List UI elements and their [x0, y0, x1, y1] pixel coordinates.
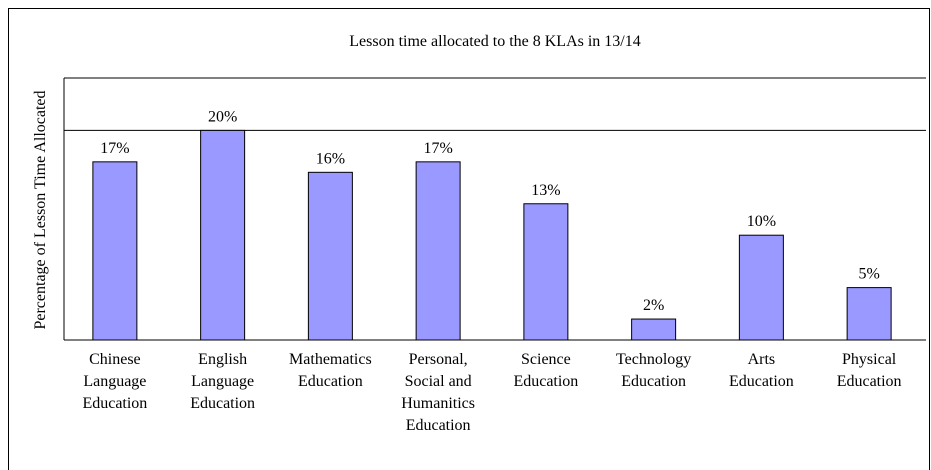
x-tick-label-line: Education: [190, 395, 255, 412]
x-tick-label-line: Education: [729, 373, 794, 390]
x-tick-label: English Language Education: [190, 351, 255, 412]
bar: [738, 234, 784, 341]
y-axis-label: Percentage of Lesson Time Allocated: [32, 90, 49, 329]
x-tick-label-line: Education: [513, 373, 578, 390]
bar: [846, 287, 892, 341]
x-tick-label: Technology Education: [616, 351, 691, 390]
x-tick-label-line: Education: [406, 417, 471, 434]
x-tick-label: Mathematics Education: [289, 351, 372, 390]
value-label: 17%: [100, 140, 129, 157]
x-tick-label: Physical Education: [837, 351, 902, 390]
x-tick-label-line: Language: [83, 373, 146, 390]
bar: [631, 318, 677, 341]
value-label: 20%: [208, 108, 237, 125]
chart-title: Lesson time allocated to the 8 KLAs in 1…: [349, 33, 641, 50]
chart-frame: [8, 8, 930, 470]
x-tick-label-line: Physical: [842, 351, 897, 368]
x-tick-label: Personal, Social and Humanitics Education: [401, 351, 475, 434]
x-tick-label-line: Chinese: [89, 351, 141, 368]
x-tick-label-line: Humanitics: [401, 395, 475, 412]
bar: [415, 161, 461, 341]
value-label: 17%: [423, 140, 452, 157]
x-tick-label-line: Education: [82, 395, 147, 412]
bar: [523, 203, 569, 341]
x-tick-label-line: Education: [298, 373, 363, 390]
x-tick-label: Science Education: [513, 351, 578, 390]
x-tick-label-line: Education: [837, 373, 902, 390]
value-label: 5%: [858, 266, 879, 283]
x-tick-label-line: Technology: [616, 351, 691, 368]
value-label: 2%: [643, 297, 664, 314]
x-tick-label-line: English: [198, 351, 247, 368]
x-tick-label-line: Personal,: [409, 351, 468, 368]
bar: [92, 161, 138, 341]
x-tick-label: Chinese Language Education: [82, 351, 147, 412]
x-tick-label-line: Science: [521, 351, 571, 368]
x-tick-label-line: Education: [621, 373, 686, 390]
x-tick-label-line: Arts: [748, 351, 776, 368]
bar: [307, 171, 353, 341]
x-tick-label-line: Language: [191, 373, 254, 390]
bar: [200, 129, 246, 341]
x-tick-label-line: Mathematics: [289, 351, 372, 368]
value-label: 13%: [531, 182, 560, 199]
x-tick-label-line: Social and: [405, 373, 472, 390]
value-label: 10%: [747, 213, 776, 230]
value-label: 16%: [316, 150, 345, 167]
x-tick-label: Arts Education: [729, 351, 794, 390]
